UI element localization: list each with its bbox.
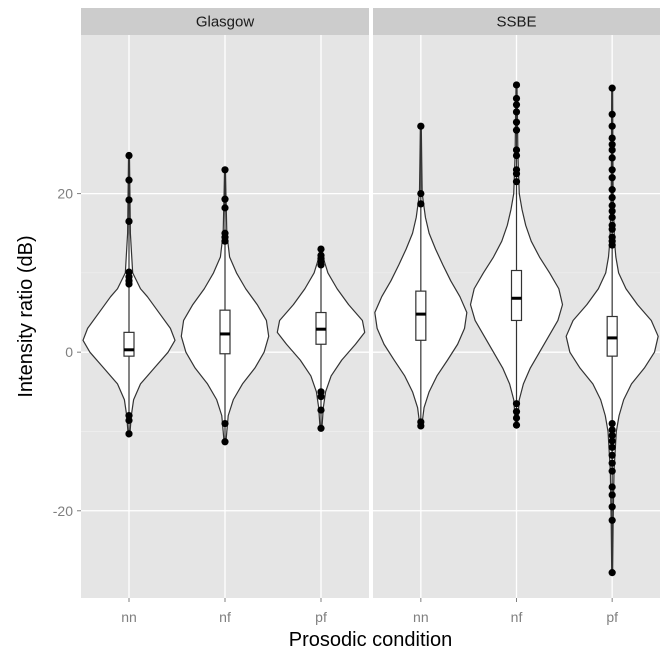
outlier-point bbox=[221, 419, 229, 428]
outlier-point bbox=[417, 200, 425, 208]
outlier-point bbox=[317, 245, 325, 253]
facet-label: Glasgow bbox=[196, 14, 255, 31]
outlier-point bbox=[512, 101, 521, 109]
outlier-point bbox=[512, 178, 521, 186]
outlier-point bbox=[125, 430, 133, 438]
outlier-point bbox=[317, 406, 325, 414]
outlier-point bbox=[608, 110, 616, 118]
x-tick-label: nf bbox=[511, 609, 523, 625]
outlier-point bbox=[512, 151, 521, 160]
outlier-point bbox=[317, 392, 325, 401]
outlier-point bbox=[125, 151, 133, 160]
outlier-point bbox=[512, 400, 521, 408]
facet-label: SSBE bbox=[496, 14, 536, 31]
outlier-point bbox=[417, 422, 425, 430]
outlier-point bbox=[608, 459, 616, 467]
outlier-point bbox=[417, 122, 425, 130]
outlier-point bbox=[512, 126, 521, 134]
outlier-point bbox=[125, 416, 133, 424]
outlier-point bbox=[221, 237, 229, 245]
outlier-point bbox=[221, 195, 229, 203]
facet-strip bbox=[373, 8, 660, 35]
outlier-point bbox=[417, 189, 425, 198]
outlier-point bbox=[608, 569, 616, 577]
outlier-point bbox=[608, 437, 616, 445]
outlier-point bbox=[608, 122, 616, 130]
outlier-point bbox=[608, 154, 616, 162]
outlier-point bbox=[512, 146, 521, 154]
outlier-point bbox=[608, 134, 616, 142]
y-axis-title: Intensity ratio (dB) bbox=[15, 235, 37, 397]
outlier-point bbox=[608, 483, 616, 491]
outlier-point bbox=[512, 170, 521, 178]
outlier-point bbox=[512, 94, 521, 103]
outlier-point bbox=[317, 261, 325, 269]
outlier-point bbox=[608, 201, 616, 210]
outlier-point bbox=[608, 213, 616, 221]
outlier-point bbox=[512, 421, 521, 429]
outlier-point bbox=[125, 217, 133, 225]
outlier-point bbox=[608, 225, 616, 233]
outlier-point bbox=[608, 193, 616, 202]
outlier-point bbox=[608, 431, 616, 440]
outlier-point bbox=[221, 166, 229, 174]
x-tick-label: pf bbox=[315, 609, 327, 625]
x-tick-label: pf bbox=[606, 609, 618, 625]
outlier-point bbox=[608, 491, 616, 499]
box-iqr bbox=[606, 315, 618, 357]
outlier-point bbox=[608, 146, 616, 154]
outlier-point bbox=[608, 503, 616, 511]
outlier-point bbox=[608, 443, 616, 451]
outlier-point bbox=[608, 84, 616, 92]
outlier-point bbox=[512, 118, 521, 126]
outlier-point bbox=[221, 438, 229, 446]
outlier-point bbox=[125, 280, 133, 288]
x-tick-label: nn bbox=[121, 609, 137, 625]
outlier-point bbox=[608, 207, 616, 215]
box-iqr bbox=[123, 331, 135, 357]
outlier-point bbox=[512, 408, 521, 416]
outlier-point bbox=[608, 174, 616, 182]
x-tick-label: nn bbox=[413, 609, 429, 625]
box-iqr bbox=[219, 309, 231, 355]
outlier-point bbox=[125, 196, 133, 204]
box-iqr bbox=[510, 269, 523, 322]
outlier-point bbox=[608, 140, 616, 149]
outlier-point bbox=[608, 516, 616, 524]
outlier-point bbox=[512, 108, 521, 116]
outlier-point bbox=[317, 424, 325, 432]
y-tick-label: -20 bbox=[53, 503, 73, 519]
outlier-point bbox=[608, 166, 616, 174]
outlier-point bbox=[608, 426, 616, 434]
outlier-point bbox=[608, 186, 616, 194]
y-tick-label: 20 bbox=[57, 186, 73, 202]
outlier-point bbox=[512, 414, 521, 422]
outlier-point bbox=[608, 419, 616, 428]
outlier-point bbox=[125, 176, 133, 184]
outlier-point bbox=[608, 467, 616, 475]
outlier-point bbox=[608, 451, 616, 459]
x-axis-title: Prosodic condition bbox=[289, 629, 452, 651]
outlier-point bbox=[608, 241, 616, 249]
box-iqr bbox=[415, 290, 427, 341]
y-tick-label: 0 bbox=[65, 344, 73, 360]
facet-strip bbox=[81, 8, 369, 35]
outlier-point bbox=[512, 81, 521, 89]
x-tick-label: nf bbox=[219, 609, 231, 625]
outlier-point bbox=[221, 204, 229, 212]
